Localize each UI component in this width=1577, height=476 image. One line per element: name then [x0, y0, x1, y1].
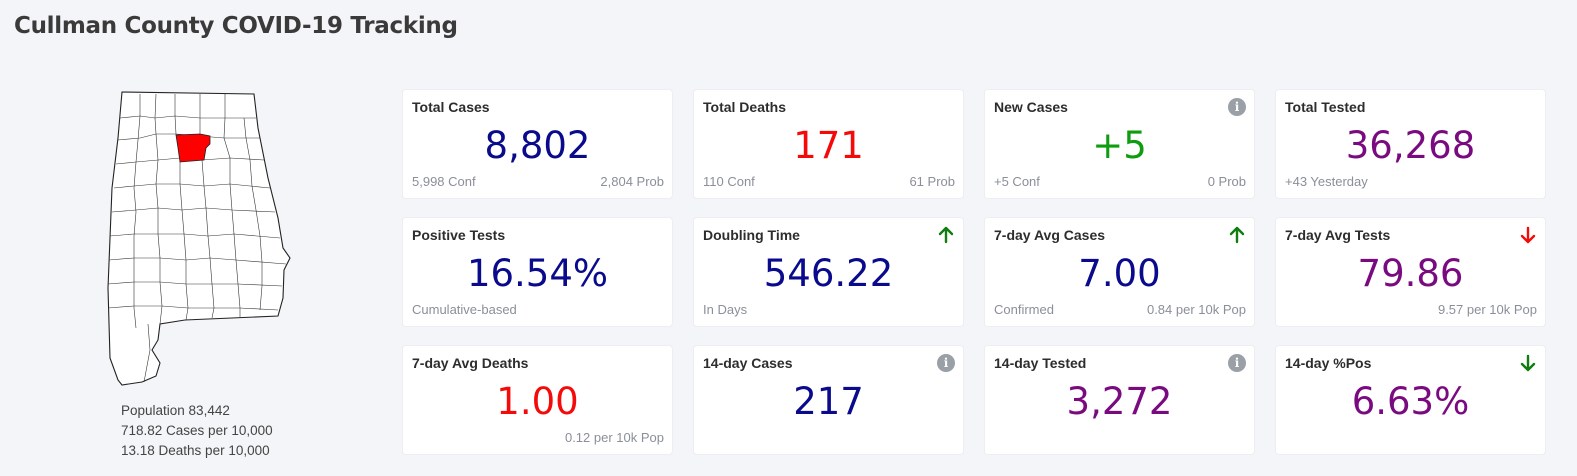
card-value: 546.22 [763, 252, 894, 295]
card-14day-tested[interactable]: 14-day Tested i 3,272 [984, 345, 1255, 455]
card-value: 8,802 [484, 124, 591, 167]
card-value: 16.54% [466, 252, 609, 295]
info-icon[interactable]: i [1228, 354, 1246, 372]
card-total-cases[interactable]: Total Cases 8,802 5,998 Conf 2,804 Prob [402, 89, 673, 199]
card-label: Positive Tests [412, 227, 506, 243]
card-value: 7.00 [1078, 252, 1161, 295]
card-value: 217 [793, 380, 864, 423]
card-sub-left: 5,998 Conf [412, 174, 476, 189]
card-sub-right: 0.84 per 10k Pop [1146, 302, 1246, 317]
card-value: 36,268 [1345, 124, 1476, 167]
card-label: Total Tested [1285, 99, 1366, 115]
alabama-map-svg[interactable] [100, 88, 300, 388]
arrow-down-icon [1520, 354, 1536, 372]
card-sub-left: Confirmed [994, 302, 1054, 317]
card-7day-avg-deaths[interactable]: 7-day Avg Deaths 1.00 0.12 per 10k Pop [402, 345, 673, 455]
card-label: 7-day Avg Deaths [412, 355, 529, 371]
card-value: 79.86 [1357, 252, 1464, 295]
arrow-down-icon [1520, 226, 1536, 244]
card-value: 1.00 [496, 380, 579, 423]
card-value: 3,272 [1066, 380, 1173, 423]
card-sub-right: 61 Prob [909, 174, 955, 189]
card-label: 7-day Avg Tests [1285, 227, 1391, 243]
card-sub-left: +5 Conf [994, 174, 1040, 189]
card-total-tested[interactable]: Total Tested 36,268 +43 Yesterday [1275, 89, 1546, 199]
card-label: 14-day Tested [994, 355, 1087, 371]
card-sub-left: In Days [703, 302, 748, 317]
arrow-up-icon [1229, 226, 1245, 244]
card-sub-right: 0.12 per 10k Pop [564, 430, 664, 445]
card-label: Total Deaths [703, 99, 786, 115]
population-text: Population 83,442 [121, 403, 230, 418]
card-label: 7-day Avg Cases [994, 227, 1106, 243]
card-doubling-time[interactable]: Doubling Time 546.22 In Days [693, 217, 964, 327]
info-icon[interactable]: i [937, 354, 955, 372]
card-value: 6.63% [1351, 380, 1470, 423]
card-value: 171 [793, 124, 864, 167]
cases-per-10k-text: 718.82 Cases per 10,000 [121, 423, 273, 438]
card-label: Total Cases [412, 99, 490, 115]
card-7day-avg-tests[interactable]: 7-day Avg Tests 79.86 9.57 per 10k Pop [1275, 217, 1546, 327]
card-14day-pct-pos[interactable]: 14-day %Pos 6.63% [1275, 345, 1546, 455]
card-label: Doubling Time [703, 227, 800, 243]
deaths-per-10k-text: 13.18 Deaths per 10,000 [121, 443, 270, 458]
arrow-up-icon [938, 226, 954, 244]
card-total-deaths[interactable]: Total Deaths 171 110 Conf 61 Prob [693, 89, 964, 199]
card-sub-right: 2,804 Prob [600, 174, 664, 189]
card-label: New Cases [994, 99, 1068, 115]
card-sub-left: +43 Yesterday [1285, 174, 1368, 189]
card-sub-left: Cumulative-based [412, 302, 517, 317]
card-14day-cases[interactable]: 14-day Cases i 217 [693, 345, 964, 455]
state-outline [107, 91, 291, 386]
card-7day-avg-cases[interactable]: 7-day Avg Cases 7.00 Confirmed 0.84 per … [984, 217, 1255, 327]
county-stats: Population 83,442 718.82 Cases per 10,00… [121, 401, 273, 461]
card-sub-right: 9.57 per 10k Pop [1437, 302, 1537, 317]
card-sub-right: 0 Prob [1207, 174, 1246, 189]
card-value: +5 [1092, 124, 1147, 167]
card-label: 14-day Cases [703, 355, 793, 371]
cullman-county[interactable] [175, 133, 211, 163]
card-sub-left: 110 Conf [703, 174, 755, 189]
alabama-county-map[interactable] [100, 88, 300, 388]
info-icon[interactable]: i [1228, 98, 1246, 116]
card-label: 14-day %Pos [1285, 355, 1372, 371]
page-title: Cullman County COVID-19 Tracking [14, 13, 458, 39]
card-positive-tests[interactable]: Positive Tests 16.54% Cumulative-based [402, 217, 673, 327]
card-new-cases[interactable]: New Cases i +5 +5 Conf 0 Prob [984, 89, 1255, 199]
